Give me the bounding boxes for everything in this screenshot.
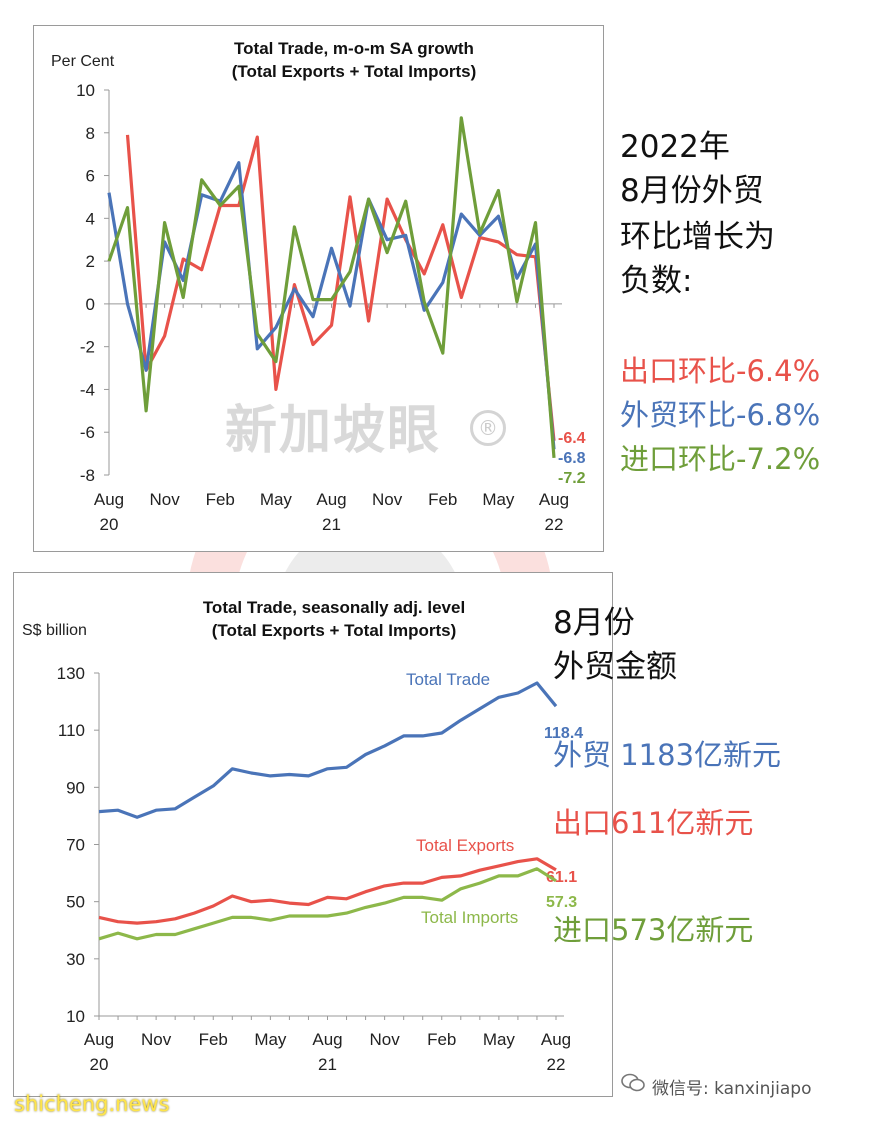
top-xtick-month: Nov [372, 490, 403, 509]
bottom-xtick-month: Nov [370, 1030, 401, 1049]
top-ytick-label: -6 [80, 423, 95, 442]
watermark-text: 新加坡眼 [225, 401, 442, 461]
top-xtick-month: May [482, 490, 515, 509]
bottom-xtick-year: 22 [547, 1055, 566, 1074]
bottom-heading-line-1: 8月份 [553, 605, 635, 641]
bottom-series-label-imports: Total Imports [421, 908, 518, 927]
bottom-end-label-imports: 57.3 [546, 894, 577, 911]
bottom-xtick-month: May [483, 1030, 516, 1049]
top-series-total [107, 161, 556, 450]
top-ytick-label: 2 [86, 252, 95, 271]
top-xtick-month: Feb [206, 490, 235, 509]
top-end-label-exports: -6.4 [558, 430, 586, 447]
top-heading-line-1: 2022年 [620, 129, 730, 165]
top-series-exports [125, 134, 556, 441]
bottom-subtitle: (Total Exports + Total Imports) [212, 621, 456, 640]
bottom-series-exports [98, 857, 557, 925]
trade-value-annotation: 外贸 1183亿新元 [553, 738, 782, 772]
exports-value-annotation: 出口611亿新元 [553, 806, 754, 840]
bottom-xtick-month: Feb [199, 1030, 228, 1049]
imports-value-annotation: 进口573亿新元 [553, 913, 754, 947]
top-heading-line-4: 负数: [620, 263, 693, 299]
wechat-id: 微信号: kanxinjiapo [652, 1079, 812, 1099]
exports-mom-annotation: 出口环比-6.4% [620, 354, 821, 388]
watermark-registered-mark: ® [470, 410, 506, 446]
bottom-series-total [98, 681, 558, 819]
top-xtick-month: May [260, 490, 293, 509]
top-xtick-month: Aug [539, 490, 569, 509]
top-xtick-year: 22 [545, 515, 564, 534]
bottom-chart-panel: Total Trade, seasonally adj. level (Total… [13, 572, 613, 1097]
bottom-xtick-month: May [254, 1030, 287, 1049]
bottom-ytick-label: 10 [66, 1007, 85, 1026]
bottom-ytick-label: 70 [66, 836, 85, 855]
top-xtick-year: 20 [100, 515, 119, 534]
bottom-xtick-year: 21 [318, 1055, 337, 1074]
bottom-ytick-label: 110 [58, 721, 85, 740]
bottom-xtick-month: Aug [541, 1030, 571, 1049]
bottom-series-label-exports: Total Exports [416, 836, 514, 855]
top-heading-line-3: 环比增长为 [620, 219, 775, 255]
bottom-ytick-label: 50 [66, 893, 85, 912]
top-xtick-month: Nov [150, 490, 181, 509]
top-ytick-label: 0 [86, 295, 95, 314]
top-ytick-label: -2 [80, 338, 95, 357]
bottom-xtick-year: 20 [90, 1055, 109, 1074]
bottom-ylabel: S$ billion [22, 622, 87, 639]
trade-mom-annotation: 外贸环比-6.8% [620, 398, 821, 432]
bottom-ytick-label: 90 [66, 778, 85, 797]
top-ytick-label: 8 [86, 124, 95, 143]
mom-growth-chart: Total Trade, m-o-m SA growth (Total Expor… [51, 39, 586, 534]
imports-mom-annotation: 进口环比-7.2% [620, 442, 821, 476]
top-chart-panel: Total Trade, m-o-m SA growth (Total Expor… [33, 25, 604, 552]
bottom-end-label-total: 118.4 [544, 725, 583, 742]
top-ytick-label: 4 [86, 209, 95, 228]
bottom-xtick-month: Aug [312, 1030, 342, 1049]
bottom-xtick-month: Feb [427, 1030, 456, 1049]
trade-level-chart: Total Trade, seasonally adj. level (Total… [22, 598, 583, 1074]
top-xtick-month: Aug [94, 490, 124, 509]
top-series-imports [107, 116, 556, 459]
top-ytick-label: -8 [80, 466, 95, 485]
site-watermark: shicheng.news [14, 1092, 170, 1116]
bottom-title: Total Trade, seasonally adj. level [203, 598, 465, 617]
top-heading-line-2: 8月份外贸 [620, 173, 764, 209]
top-xtick-month: Feb [428, 490, 457, 509]
top-xtick-year: 21 [322, 515, 341, 534]
bottom-xtick-month: Aug [84, 1030, 114, 1049]
bottom-ytick-label: 130 [57, 664, 85, 683]
top-ytick-label: -4 [80, 380, 95, 399]
top-title: Total Trade, m-o-m SA growth [234, 39, 474, 58]
top-end-label-imports: -7.2 [558, 470, 586, 487]
top-subtitle: (Total Exports + Total Imports) [232, 62, 476, 81]
bottom-xtick-month: Nov [141, 1030, 172, 1049]
wechat-icon [621, 1073, 645, 1092]
top-xtick-month: Aug [316, 490, 346, 509]
bottom-end-label-exports: 61.1 [546, 869, 577, 886]
top-ytick-label: 10 [76, 81, 95, 100]
bottom-heading-line-2: 外贸金额 [553, 649, 677, 685]
top-ytick-label: 6 [86, 167, 95, 186]
bottom-series-imports [98, 867, 557, 941]
bottom-ytick-label: 30 [66, 950, 85, 969]
top-end-label-total: -6.8 [558, 450, 586, 467]
top-ylabel: Per Cent [51, 53, 115, 70]
bottom-series-label-total: Total Trade [406, 670, 490, 689]
